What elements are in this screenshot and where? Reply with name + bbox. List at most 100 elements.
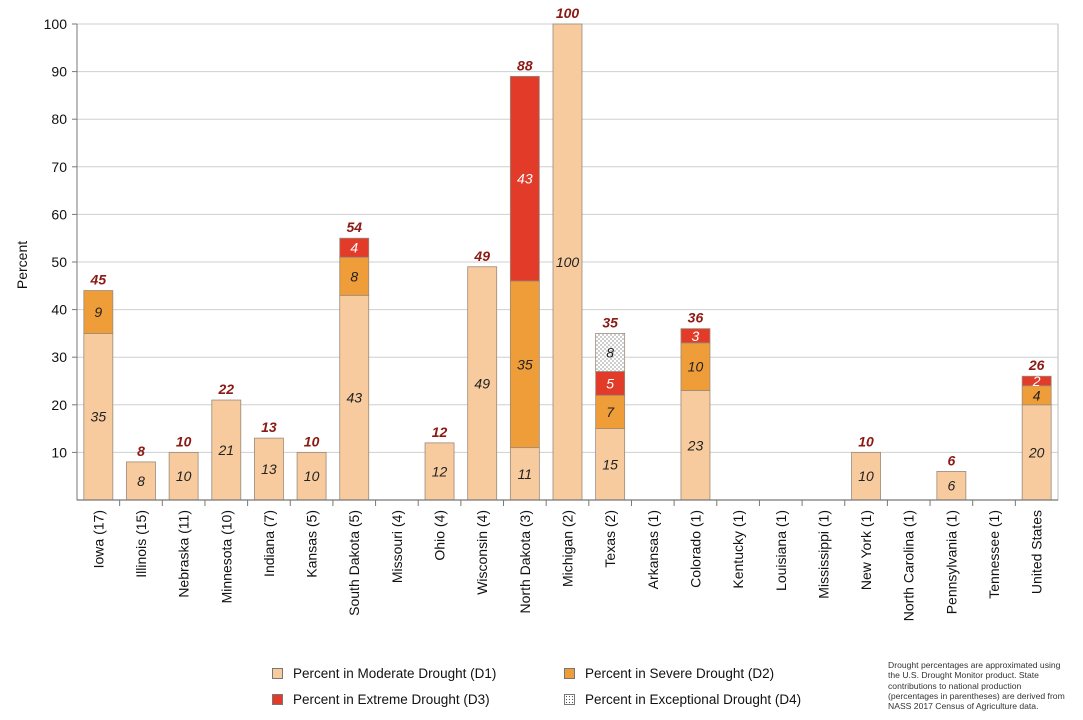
data-label: 21	[217, 442, 234, 458]
legend-item-d1: Percent in Moderate Drought (D1)	[272, 666, 496, 681]
bar-segment	[595, 332, 626, 372]
x-tick-label: Missouri (4)	[389, 510, 405, 583]
legend-swatch-d3	[272, 694, 283, 705]
data-label: 9	[94, 304, 102, 320]
bar-segment	[254, 437, 284, 501]
legend-label-d2: Percent in Severe Drought (D2)	[585, 666, 775, 681]
x-tick-label: South Dakota (5)	[346, 510, 362, 616]
legend-label-d3: Percent in Extreme Drought (D3)	[293, 692, 490, 707]
legend-label-d4: Percent in Exceptional Drought (D4)	[585, 692, 802, 707]
bar-segment	[1021, 404, 1052, 501]
y-axis-title: Percent	[14, 241, 30, 289]
total-label: 54	[346, 219, 362, 235]
bar-segment	[296, 451, 327, 501]
data-label: 3	[692, 328, 700, 344]
total-label: 100	[556, 5, 580, 21]
x-tick-label: Wisconsin (4)	[474, 510, 490, 595]
legend-swatch-d2	[564, 668, 575, 679]
data-label: 49	[474, 375, 490, 391]
y-tick-label: 30	[51, 349, 67, 365]
legend-swatch-d1	[272, 668, 283, 679]
bar-segment	[339, 294, 370, 501]
x-tick-label: Iowa (17)	[90, 510, 106, 568]
x-tick-label: Kentucky (1)	[730, 510, 746, 589]
total-label: 13	[261, 419, 277, 435]
data-label: 10	[304, 468, 320, 484]
bar-segment	[509, 75, 540, 282]
y-tick-label: 50	[51, 254, 67, 270]
total-label: 49	[473, 248, 490, 264]
data-label: 20	[1028, 444, 1045, 460]
total-label: 36	[688, 310, 704, 326]
x-tick-label: Tennessee (1)	[986, 510, 1002, 599]
data-label: 10	[688, 359, 704, 375]
x-tick-label: North Dakota (3)	[517, 510, 533, 613]
bar-segment	[83, 290, 114, 334]
data-label: 7	[606, 404, 615, 420]
bar-segment	[595, 428, 626, 501]
data-label: 8	[350, 268, 358, 284]
total-label: 6	[947, 452, 955, 468]
x-tick-label: Illinois (15)	[133, 510, 149, 578]
legend-swatch-d4	[564, 694, 575, 705]
bar-segment	[424, 442, 455, 501]
data-label: 2	[1032, 373, 1041, 389]
bar-segment	[552, 23, 583, 501]
bar-segment	[509, 280, 540, 449]
bar-segment	[126, 461, 156, 501]
bar-segment	[595, 394, 626, 429]
bar-segment	[211, 399, 242, 501]
total-label: 88	[517, 57, 533, 73]
bar-segment	[1021, 375, 1052, 387]
total-label: 12	[432, 424, 448, 440]
bar-segment	[168, 451, 199, 501]
data-label: 43	[517, 171, 533, 187]
y-tick-label: 100	[44, 16, 68, 32]
x-tick-label: New York (1)	[858, 510, 874, 590]
x-tick-label: Indiana (7)	[261, 510, 277, 577]
x-tick-label: Colorado (1)	[687, 510, 703, 588]
total-label: 10	[176, 433, 192, 449]
data-label: 4	[350, 240, 358, 256]
total-label: 10	[304, 433, 320, 449]
x-tick-label: Nebraska (11)	[176, 510, 192, 598]
data-label: 6	[947, 478, 955, 494]
legend-item-d2: Percent in Severe Drought (D2)	[564, 666, 774, 681]
bar-segment	[680, 390, 711, 501]
data-label: 8	[137, 473, 145, 489]
x-tick-label: Pennsylvania (1)	[943, 510, 959, 614]
data-label: 100	[556, 254, 580, 270]
total-label: 10	[858, 433, 874, 449]
x-tick-label: Minnesota (10)	[218, 510, 234, 603]
bar-segment	[339, 237, 370, 258]
data-label: 5	[606, 375, 614, 391]
y-tick-label: 70	[51, 159, 67, 175]
data-label: 23	[687, 437, 704, 453]
total-label: 22	[217, 381, 234, 397]
y-tick-label: 20	[51, 397, 67, 413]
x-tick-label: Mississippi (1)	[815, 510, 831, 599]
x-tick-label: Arkansas (1)	[645, 510, 661, 589]
legend-label-d1: Percent in Moderate Drought (D1)	[293, 666, 497, 681]
x-tick-label: Louisiana (1)	[773, 510, 789, 591]
x-tick-label: Ohio (4)	[432, 510, 448, 561]
data-label: 15	[602, 456, 618, 472]
source-note: Drought percentages are approximated usi…	[888, 660, 1065, 712]
x-tick-label: Michigan (2)	[560, 510, 576, 587]
data-label: 13	[261, 461, 277, 477]
total-label: 45	[90, 272, 107, 288]
legend: Percent in Moderate Drought (D1) Percent…	[272, 662, 852, 712]
bar-segment	[339, 256, 370, 296]
data-label: 11	[518, 466, 533, 482]
total-label: 8	[137, 443, 145, 459]
legend-item-d4: Percent in Exceptional Drought (D4)	[564, 692, 801, 707]
legend-item-d3: Percent in Extreme Drought (D3)	[272, 692, 490, 707]
bar-segment	[467, 266, 498, 501]
x-tick-label: United States	[1029, 510, 1045, 594]
bars: 3594588101021221313101043845412124949113…	[83, 5, 1052, 501]
y-tick-label: 60	[51, 206, 67, 222]
x-tick-label: North Carolina (1)	[901, 510, 917, 621]
x-tick-label: Kansas (5)	[304, 510, 320, 578]
data-label: 35	[91, 409, 107, 425]
y-tick-label: 90	[51, 64, 67, 80]
